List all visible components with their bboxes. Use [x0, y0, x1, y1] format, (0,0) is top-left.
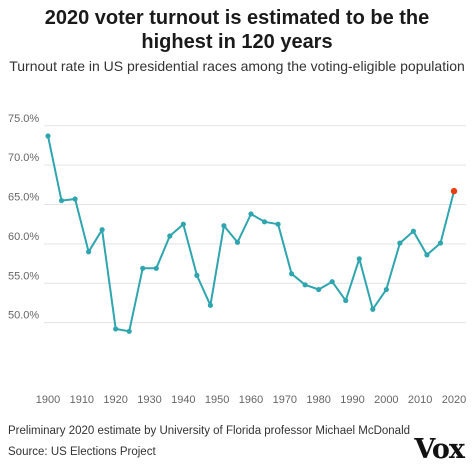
footnote: Preliminary 2020 estimate by University …	[8, 425, 411, 437]
x-tick-label: 1970	[273, 394, 297, 406]
y-tick-label: 65.0%	[8, 192, 39, 204]
data-point	[234, 239, 241, 245]
x-tick-label: 1960	[239, 394, 263, 406]
data-point	[99, 227, 105, 233]
data-point	[370, 306, 376, 312]
x-tick-label: 2020	[442, 394, 466, 406]
data-point	[410, 228, 416, 234]
data-point	[383, 286, 389, 293]
data-point	[302, 282, 308, 288]
highlight-point-2020	[450, 187, 458, 195]
chart-title-line-1: 2020 voter turnout is estimated to be th…	[44, 7, 430, 29]
data-point	[58, 197, 65, 204]
source-note: Source: US Elections Project	[8, 446, 156, 458]
y-tick-label: 55.0%	[8, 270, 39, 282]
data-point	[261, 219, 268, 225]
y-tick-label: 75.0%	[8, 113, 39, 125]
data-point	[113, 326, 119, 332]
data-point	[248, 211, 254, 217]
data-point	[289, 271, 295, 277]
data-point	[275, 221, 281, 227]
data-point	[180, 221, 186, 227]
x-tick-label: 1920	[103, 394, 127, 406]
data-point	[45, 133, 51, 139]
x-tick-label: 1910	[70, 394, 94, 406]
x-axis-tick-labels: 1900 1910 1920 1930 1940 1950 1960 1970 1980 1990…	[36, 394, 466, 406]
chart-subtitle: Turnout rate in US presidential races am…	[9, 58, 465, 74]
data-point	[316, 286, 322, 293]
y-axis-tick-labels: 50.0% 55.0% 60.0% 65.0% 70.0% 75.0%	[8, 113, 39, 322]
chart-title: 2020 voter turnout is estimated to be th…	[0, 6, 474, 54]
data-point	[329, 279, 335, 285]
data-point	[343, 297, 349, 304]
x-tick-label: 1930	[137, 394, 161, 406]
data-point	[194, 272, 200, 278]
y-tick-label: 50.0%	[8, 310, 39, 322]
x-tick-label: 2000	[374, 394, 398, 406]
turnout-line-chart: 50.0%55.0%60.0%65.0%70.0%75.0% 1900 1910 1…	[8, 113, 466, 406]
y-tick-label: 60.0%	[8, 231, 39, 243]
x-tick-label: 1940	[171, 394, 195, 406]
gridlines	[44, 125, 466, 324]
data-point	[167, 233, 173, 239]
data-point	[72, 196, 78, 202]
y-tick-label: 70.0%	[8, 152, 39, 164]
data-point	[126, 328, 132, 334]
data-point	[424, 252, 430, 258]
data-point	[437, 240, 444, 246]
chart-title-line-2: highest in 120 years	[141, 31, 333, 53]
x-tick-label: 1900	[36, 394, 60, 406]
vox-logo: Vox	[414, 434, 465, 465]
x-tick-label: 1980	[306, 394, 330, 406]
turnout-points	[45, 133, 458, 334]
data-point	[221, 223, 227, 229]
data-point	[153, 265, 159, 271]
data-point	[86, 249, 92, 255]
x-tick-label: 2010	[408, 394, 432, 406]
data-point	[397, 240, 403, 246]
data-point	[207, 302, 213, 308]
data-point	[140, 265, 146, 271]
data-point	[356, 256, 362, 262]
x-tick-label: 1950	[205, 394, 229, 406]
x-tick-label: 1990	[340, 394, 364, 406]
